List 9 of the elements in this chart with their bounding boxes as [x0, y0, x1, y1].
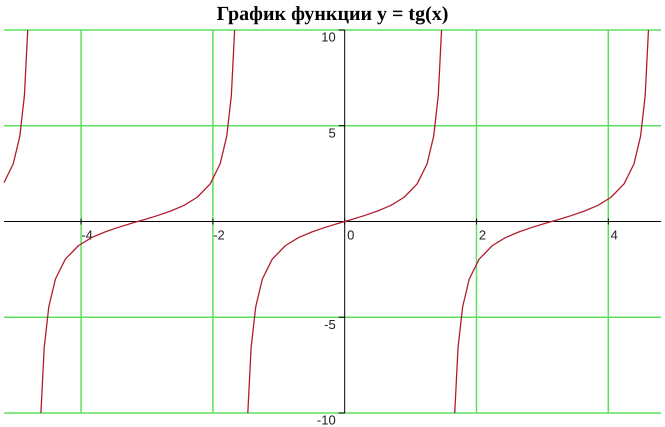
- x-tick-label: 2: [478, 228, 486, 243]
- y-tick-label: -10: [316, 412, 336, 427]
- x-tick-label: -2: [213, 228, 225, 243]
- x-tick-label: 4: [610, 228, 618, 243]
- x-tick-label: 0: [347, 228, 354, 243]
- y-tick-label: 5: [328, 125, 336, 140]
- chart-title: График функции y = tg(x): [216, 3, 448, 25]
- y-tick-label: 10: [321, 30, 336, 45]
- y-tick-label: -5: [324, 316, 336, 332]
